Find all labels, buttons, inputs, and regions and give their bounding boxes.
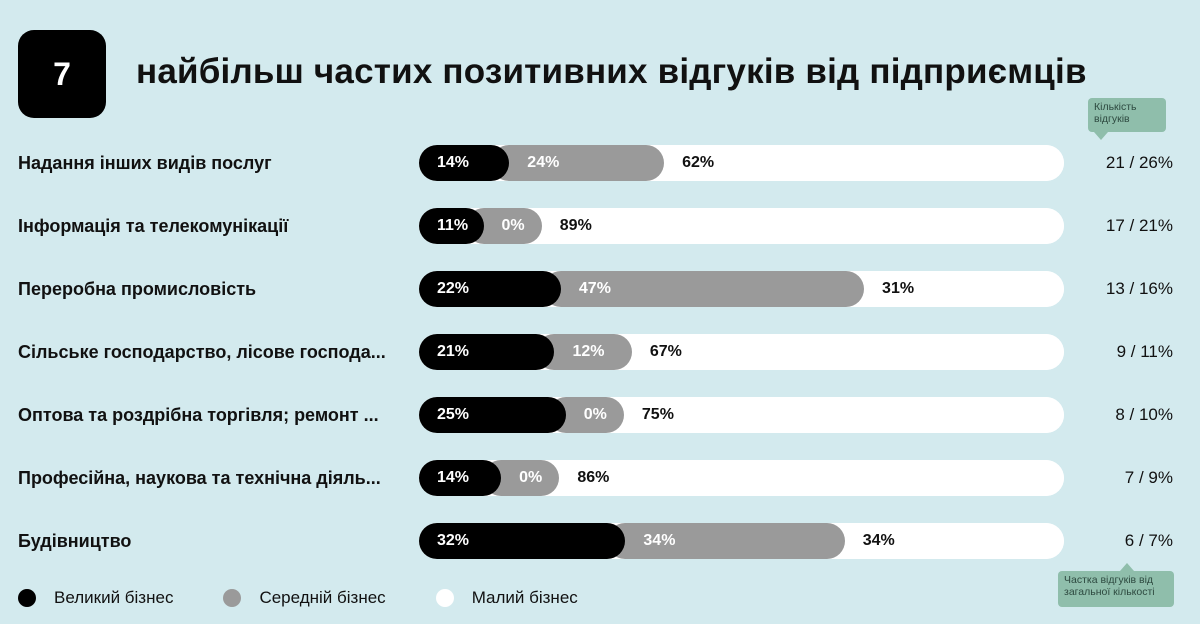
legend-item-large: Великий бізнес [18,588,173,608]
legend: Великий бізнес Середній бізнес Малий біз… [18,586,628,610]
bar-track: 11% 0% 89% [419,208,1064,244]
chart-title: найбільш частих позитивних відгуків від … [136,52,1087,91]
segment-large: 14% [419,460,502,496]
segment-medium: 34% [607,523,845,559]
bar-track: 22% 47% 31% [419,271,1064,307]
count-value: 7 / 9% [1124,468,1173,487]
legend-item-medium: Середній бізнес [223,588,386,608]
segment-small: 34% [826,523,1064,559]
bar-track: 21% 12% 67% [419,334,1064,370]
chart-row: Сільське господарство, лісове господа...… [0,334,1200,370]
segment-large: 25% [419,397,566,433]
legend-item-small: Малий бізнес [435,588,578,608]
count-value: 8 / 10% [1115,405,1173,424]
segment-large: 22% [419,271,561,307]
legend-label-small: Малий бізнес [471,588,578,607]
legend-dot-small [435,589,454,607]
segment-small: 75% [605,397,1064,433]
chart-row: Переробна промисловість 22% 47% 31% 13 / 16% [0,271,1200,307]
category-label: Професійна, наукова та технічна діяль... [18,468,381,488]
segment-small: 31% [846,271,1064,307]
segment-small: 62% [646,145,1064,181]
segment-medium: 24% [491,145,665,181]
category-label: Переробна промисловість [18,279,257,299]
segment-small: 67% [613,334,1064,370]
segment-large: 11% [419,208,484,244]
segment-small: 86% [541,460,1064,496]
share-note-tag: Частка відгуків від загальної кількості [1058,563,1174,607]
bar-track: 25% 0% 75% [419,397,1064,433]
chart-row: Оптова та роздрібна торгівля; ремонт ...… [0,397,1200,433]
category-label: Будівництво [18,531,132,551]
legend-dot-medium [223,589,242,607]
segment-large: 21% [419,334,555,370]
legend-label-medium: Середній бізнес [259,588,386,607]
legend-label-large: Великий бізнес [54,588,174,607]
segment-large: 32% [419,523,626,559]
chart-row: Інформація та телекомунікації 11% 0% 89% 17 … [0,208,1200,244]
category-label: Інформація та телекомунікації [18,216,289,236]
category-label: Сільське господарство, лісове господа... [18,342,386,362]
count-value: 13 / 16% [1105,279,1173,298]
count-value: 6 / 7% [1124,531,1173,550]
bar-track: 14% 24% 62% [419,145,1064,181]
segment-small: 89% [523,208,1064,244]
count-value: 9 / 11% [1116,342,1173,361]
bar-track: 32% 34% 34% [419,523,1064,559]
count-value: 17 / 21% [1105,216,1173,235]
category-label: Оптова та роздрібна торгівля; ремонт ... [18,405,379,425]
segment-large: 14% [419,145,510,181]
legend-dot-large [18,589,36,607]
category-label: Надання інших видів послуг [18,153,272,173]
chart-row: Надання інших видів послуг 14% 24% 62% 21 / … [0,145,1200,181]
bar-track: 14% 0% 86% [419,460,1064,496]
count-note-tag: Кількість відгуків [1088,98,1166,140]
segment-medium: 47% [542,271,865,307]
chart-row: Професійна, наукова та технічна діяль...… [0,460,1200,496]
count-value: 21 / 26% [1105,153,1173,172]
chart-row: Будівництво 32% 34% 34% 6 / 7% [0,523,1200,559]
chart-number-badge: 7 [18,30,106,118]
